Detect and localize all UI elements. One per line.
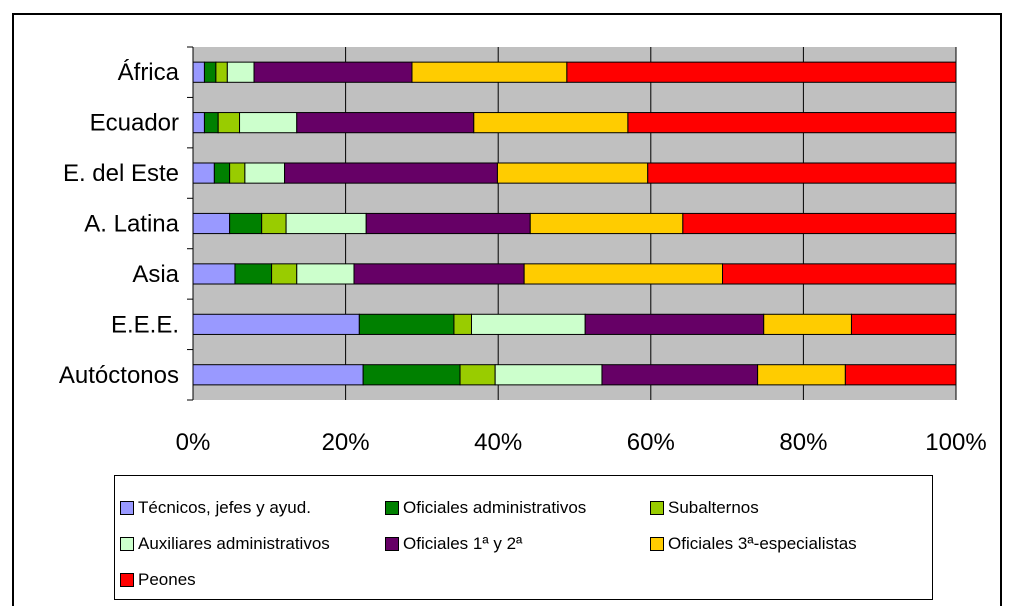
bar-segment xyxy=(459,364,496,386)
axes xyxy=(187,46,194,401)
x-tick-label: 40% xyxy=(474,429,522,456)
x-tick-label: 0% xyxy=(176,429,211,456)
bar-segment xyxy=(296,263,355,285)
x-tick-label: 100% xyxy=(925,429,986,456)
bar-segment xyxy=(627,112,957,134)
bar-segment xyxy=(261,212,287,235)
bar-segment xyxy=(203,61,217,83)
bar-segment xyxy=(358,313,455,335)
bar-segment xyxy=(365,212,531,235)
bar-segment xyxy=(844,364,957,386)
bar-segment xyxy=(584,313,765,335)
legend-swatch xyxy=(385,537,399,551)
bar-segment xyxy=(362,364,461,386)
legend-item: Oficiales administrativos xyxy=(385,498,586,518)
category-label: E.E.E. xyxy=(111,311,179,338)
x-tick-label: 60% xyxy=(627,429,675,456)
legend-swatch xyxy=(650,537,664,551)
legend: Técnicos, jefes y ayud. Oficiales admini… xyxy=(114,475,933,600)
bar-segment xyxy=(244,162,286,184)
bar-segment xyxy=(850,313,957,335)
bar-segment xyxy=(411,61,568,83)
legend-item: Peones xyxy=(120,570,196,590)
bar-segment xyxy=(213,162,231,184)
bar-segment xyxy=(763,313,852,335)
bar-segment xyxy=(192,263,236,285)
legend-label: Peones xyxy=(138,570,196,589)
category-label: Asia xyxy=(132,261,179,288)
bar-segment xyxy=(271,263,298,285)
legend-label: Oficiales 3ª-especialistas xyxy=(668,534,857,553)
bar-segment xyxy=(215,61,228,83)
category-label: África xyxy=(118,59,180,86)
bar-segment xyxy=(226,61,255,83)
bar-segment xyxy=(192,112,205,134)
bar-segment xyxy=(473,112,629,134)
legend-item: Oficiales 1ª y 2ª xyxy=(385,534,522,554)
bar-segment xyxy=(253,61,413,83)
legend-label: Auxiliares administrativos xyxy=(138,534,330,553)
legend-swatch xyxy=(120,573,134,587)
bar-segment xyxy=(566,61,957,83)
bar-segment xyxy=(453,313,472,335)
legend-item: Auxiliares administrativos xyxy=(120,534,330,554)
bar-segment xyxy=(192,212,231,235)
legend-item: Oficiales 3ª-especialistas xyxy=(650,534,857,554)
bar-segment xyxy=(757,364,846,386)
legend-item: Subalternos xyxy=(650,498,759,518)
bars xyxy=(192,61,957,386)
bar-segment xyxy=(285,212,367,235)
bar-segment xyxy=(353,263,525,285)
bar-segment xyxy=(229,162,246,184)
bar-segment xyxy=(296,112,475,134)
category-label: E. del Este xyxy=(63,160,179,187)
legend-swatch xyxy=(385,501,399,515)
bar-segment xyxy=(722,263,957,285)
x-tick-labels: 0% 20% 40% 60% 80% 100% xyxy=(176,429,987,456)
category-labels: África Ecuador E. del Este A. Latina Asia E.E… xyxy=(59,59,180,389)
legend-label: Oficiales administrativos xyxy=(403,498,587,517)
legend-label: Técnicos, jefes y ayud. xyxy=(138,498,311,517)
bar-segment xyxy=(192,61,205,83)
legend-swatch xyxy=(650,501,664,515)
bar-segment xyxy=(203,112,219,134)
category-label: Autóctonos xyxy=(59,362,179,389)
x-tick-label: 80% xyxy=(779,429,827,456)
bar-segment xyxy=(647,162,957,184)
bar-segment xyxy=(601,364,759,386)
bar-segment xyxy=(234,263,273,285)
legend-label: Subalternos xyxy=(668,498,759,517)
bar-segment xyxy=(229,212,263,235)
category-label: A. Latina xyxy=(84,211,179,238)
bar-segment xyxy=(239,112,298,134)
legend-item: Técnicos, jefes y ayud. xyxy=(120,498,311,518)
x-tick-label: 20% xyxy=(322,429,370,456)
bar-segment xyxy=(494,364,603,386)
legend-swatch xyxy=(120,501,134,515)
bar-segment xyxy=(529,212,684,235)
category-label: Ecuador xyxy=(90,110,179,137)
bar-segment xyxy=(496,162,649,184)
bar-segment xyxy=(682,212,957,235)
bar-segment xyxy=(192,162,215,184)
legend-label: Oficiales 1ª y 2ª xyxy=(403,534,523,553)
legend-swatch xyxy=(120,537,134,551)
bar-segment xyxy=(470,313,586,335)
bar-segment xyxy=(523,263,724,285)
bar-segment xyxy=(217,112,241,134)
bar-segment xyxy=(192,313,360,335)
bar-segment xyxy=(192,364,364,386)
bar-segment xyxy=(284,162,498,184)
